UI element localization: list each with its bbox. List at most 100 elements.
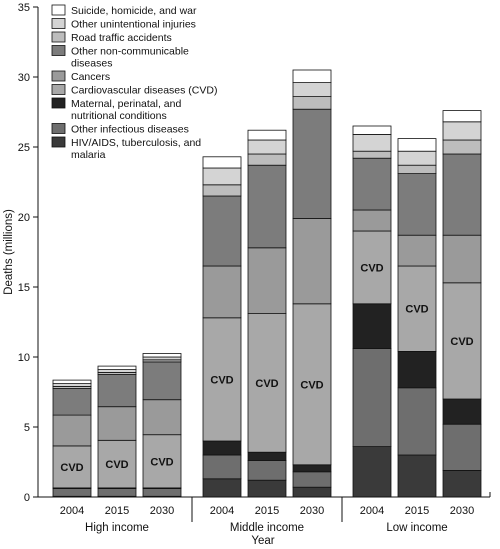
- bar-segment: [247, 164, 287, 249]
- bar-segment: [247, 451, 287, 462]
- bar-segment: [397, 387, 437, 456]
- bar-segment: [397, 350, 437, 389]
- bar-segment: [292, 82, 332, 97]
- legend-label: malaria: [71, 149, 106, 161]
- bar-segment: [397, 234, 437, 267]
- x-tick-label: 2015: [105, 505, 129, 517]
- y-tick-label: 10: [18, 352, 30, 364]
- x-tick-label: 2015: [255, 505, 279, 517]
- cvd-annotation: CVD: [60, 462, 83, 474]
- bar-segment: [142, 399, 182, 436]
- bar-segment: [352, 209, 392, 232]
- bar-segment: [247, 479, 287, 498]
- legend-label: Maternal, perinatal, and: [71, 98, 181, 110]
- y-tick-label: 30: [18, 72, 30, 84]
- bar-segment: [97, 406, 137, 441]
- bar-segment: [202, 156, 242, 169]
- bar-segment: [52, 445, 92, 489]
- x-tick-label: 2030: [300, 505, 324, 517]
- cvd-annotation: CVD: [405, 304, 428, 316]
- legend-label: nutritional conditions: [71, 110, 167, 122]
- bar-segment: [202, 478, 242, 498]
- legend-swatch: [51, 31, 66, 43]
- bar-segment: [97, 488, 137, 497]
- bar-segment: [292, 464, 332, 473]
- bar-segment: [52, 379, 92, 385]
- legend-swatch: [51, 123, 66, 134]
- y-tick-label: 20: [18, 212, 30, 224]
- bar-segment: [442, 110, 482, 123]
- cvd-annotation: CVD: [150, 456, 173, 468]
- bar-segment: [442, 139, 482, 155]
- bar-segment: [202, 167, 242, 186]
- cvd-annotation: CVD: [300, 379, 323, 391]
- axes: [37, 7, 491, 498]
- legend-swatch: [51, 136, 66, 148]
- bar-segment: [142, 361, 182, 401]
- legend-label: Other infectious diseases: [71, 124, 189, 136]
- bar-segment: [247, 139, 287, 155]
- bar-segment: [397, 173, 437, 236]
- cvd-annotation: CVD: [360, 262, 383, 274]
- bar-segment: [292, 217, 332, 305]
- bar-segment: [352, 230, 392, 305]
- x-tick-label: 2004: [210, 505, 234, 517]
- x-axis-title: Year: [251, 535, 274, 547]
- bar-segment: [52, 388, 92, 416]
- cvd-annotation: CVD: [105, 459, 128, 471]
- bar-segment: [247, 153, 287, 166]
- bar-segment: [97, 369, 137, 373]
- bar-segment: [352, 125, 392, 135]
- group-label: Low income: [386, 522, 447, 534]
- legend-swatch: [51, 84, 66, 95]
- bar-segment: [202, 184, 242, 197]
- bar-segment: [352, 446, 392, 498]
- legend: Suicide, homicide, and war Other unintent…: [51, 4, 217, 161]
- bar-segment: [292, 96, 332, 110]
- cvd-annotation: CVD: [210, 374, 233, 386]
- legend-swatch: [51, 97, 66, 109]
- bar-segment: [292, 69, 332, 83]
- bar-segment: [397, 164, 437, 174]
- legend-label: HIV/AIDS, tuberculosis, and: [71, 137, 201, 149]
- bar-segment: [352, 157, 392, 211]
- bar-segment: [52, 383, 92, 387]
- bar-segment: [292, 471, 332, 488]
- legend-label: Cardiovascular diseases (CVD): [71, 85, 217, 97]
- bar-segment: [442, 234, 482, 284]
- bar-segment: [292, 486, 332, 498]
- legend-swatch: [51, 4, 66, 16]
- y-tick-label: 15: [18, 282, 30, 294]
- bar-segment: [202, 317, 242, 442]
- legend-swatch: [51, 18, 66, 29]
- bar-segment: [292, 303, 332, 466]
- legend-label: Suicide, homicide, and war: [71, 5, 197, 17]
- bar-segment: [397, 138, 437, 152]
- bars: [52, 69, 482, 498]
- bar-segment: [352, 303, 392, 349]
- legend-label: diseases: [71, 58, 112, 70]
- bar-segment: [202, 265, 242, 319]
- y-tick-label: 35: [18, 2, 30, 14]
- bar-segment: [142, 353, 182, 358]
- y-tick-label: 25: [18, 142, 30, 154]
- bar-segment: [247, 460, 287, 481]
- cvd-labels: CVD CVD CVD CVD CVD CVD CVD CVD CVD: [60, 262, 473, 474]
- bar-segment: [142, 434, 182, 489]
- cvd-annotation: CVD: [450, 336, 473, 348]
- bar-segment: [52, 488, 92, 497]
- bar-segment: [97, 439, 137, 489]
- bar-segment: [202, 195, 242, 267]
- x-tick-label: 2030: [150, 505, 174, 517]
- bar-segment: [292, 108, 332, 219]
- bar-segment: [97, 365, 137, 371]
- bar-segment: [352, 150, 392, 159]
- bar-segment: [397, 265, 437, 352]
- bar-segment: [352, 133, 392, 152]
- x-tick-label: 2030: [450, 505, 474, 517]
- bar-segment: [442, 121, 482, 141]
- legend-swatch: [51, 45, 66, 56]
- y-axis-title: Deaths (millions): [3, 209, 15, 295]
